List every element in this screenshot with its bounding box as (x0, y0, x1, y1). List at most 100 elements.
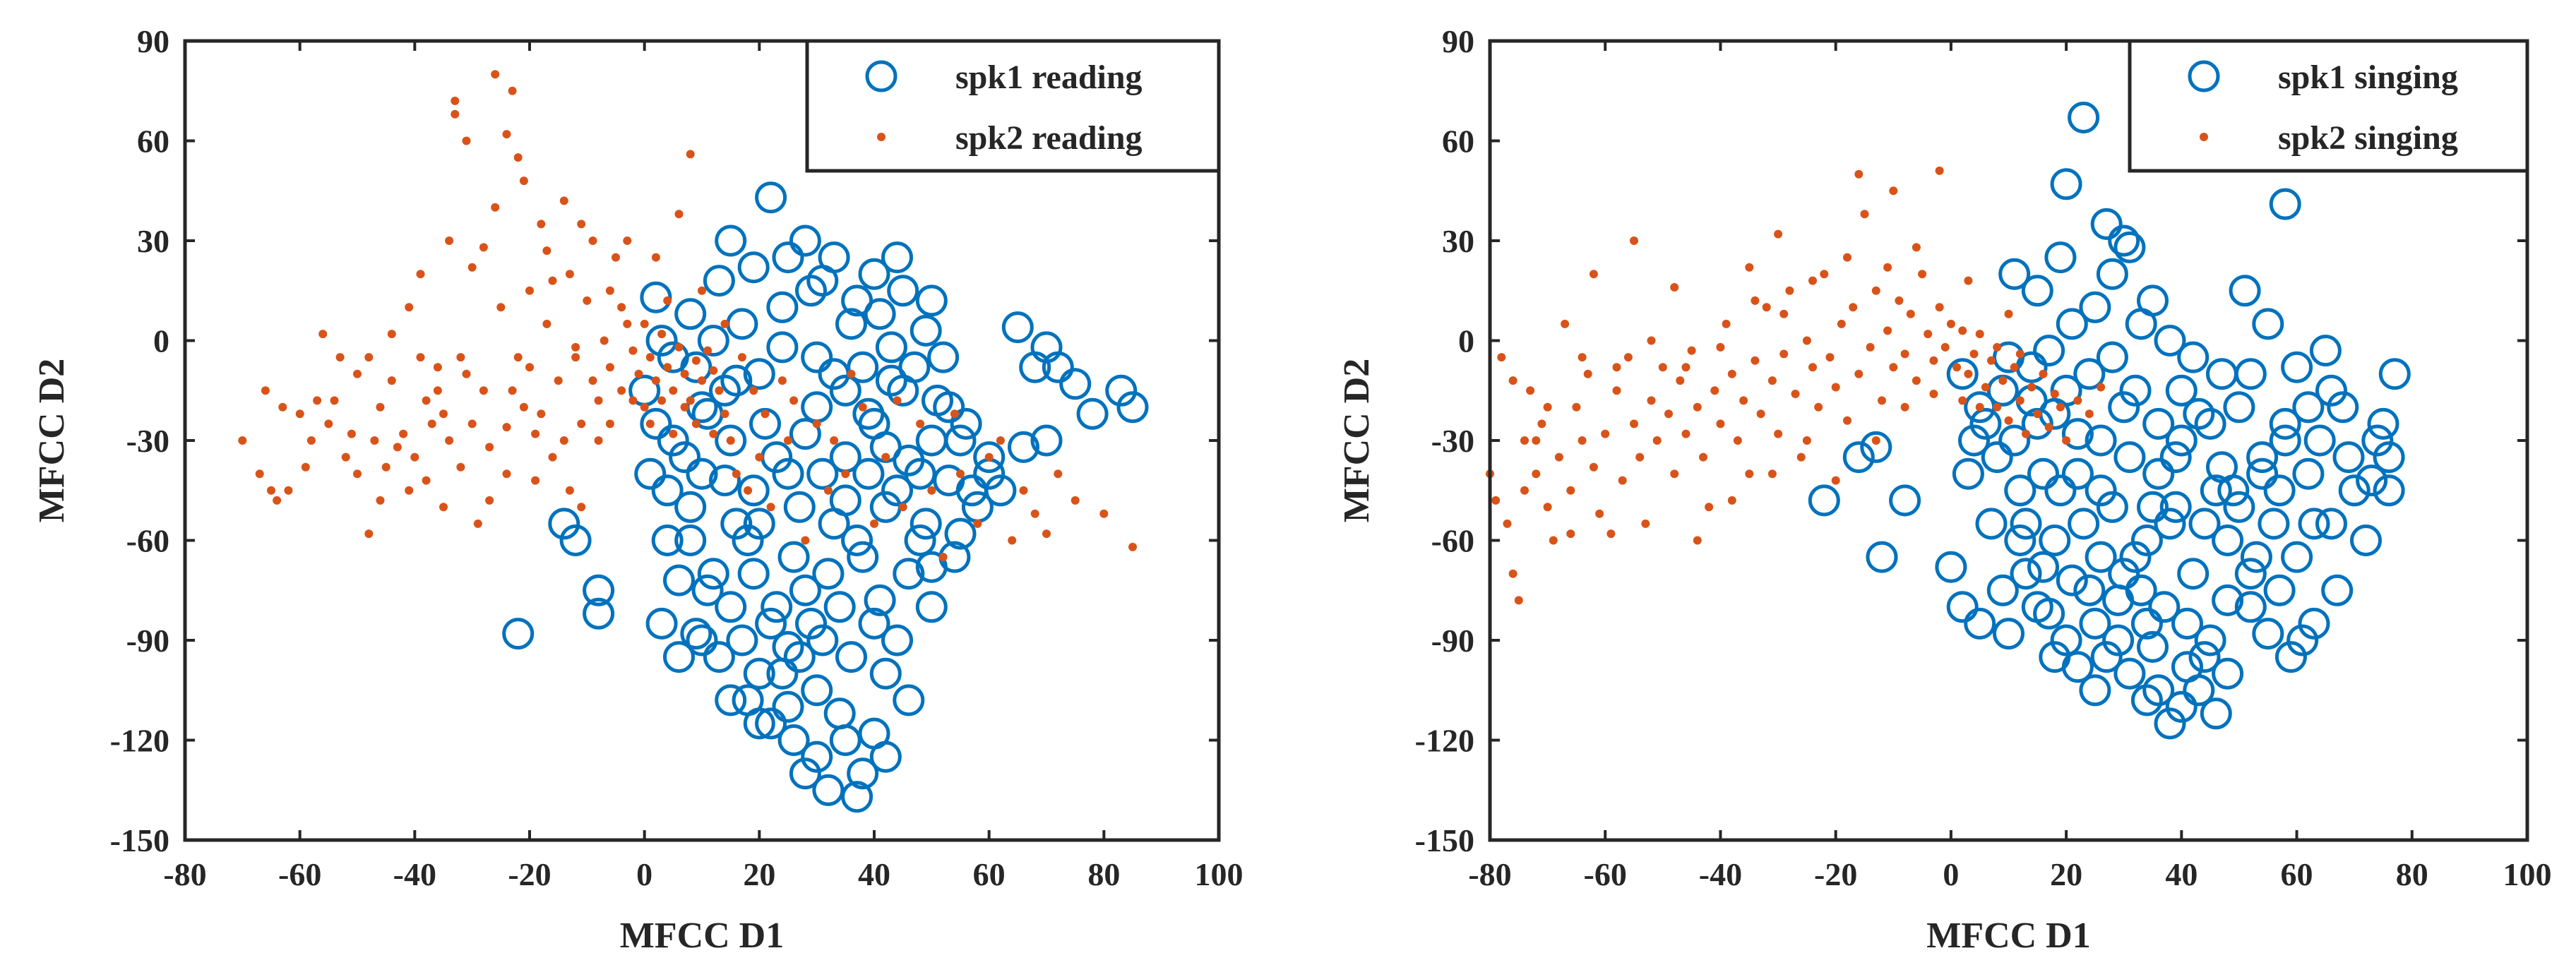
data-point-open-circle (887, 275, 919, 307)
y-tick-label: -150 (1415, 822, 1474, 858)
data-point-open-circle (2298, 607, 2330, 640)
data-point-dot (1843, 253, 1852, 262)
data-point-dot (973, 519, 982, 528)
data-point-open-circle (2269, 188, 2301, 220)
data-point-dot (2004, 309, 2013, 318)
data-point-open-circle (761, 591, 793, 623)
data-point-open-circle (755, 707, 787, 740)
data-point-open-circle (881, 624, 913, 657)
data-point-open-circle (2108, 224, 2140, 257)
data-point-dot (1554, 452, 1563, 462)
data-point-dot (364, 529, 374, 539)
data-point-open-circle (1975, 508, 2008, 540)
data-point-open-circle (1946, 591, 1979, 623)
x-tick-label: 20 (743, 856, 775, 892)
data-point-dot (617, 303, 626, 312)
data-point-dot (1900, 402, 1909, 412)
data-point-open-circle (2154, 707, 2186, 740)
data-point-open-circle (743, 358, 775, 390)
data-point-open-circle (795, 275, 827, 307)
legend-marker-dot (877, 133, 886, 141)
data-point-dot (559, 196, 568, 205)
data-point-dot (445, 436, 454, 445)
data-point-dot (335, 353, 345, 362)
data-point-open-circle (2085, 541, 2117, 573)
data-point-dot (1767, 469, 1777, 479)
data-point-dot (789, 396, 799, 405)
data-point-open-circle (841, 284, 873, 317)
data-point-open-circle (852, 397, 885, 430)
x-tick-label: -60 (278, 856, 321, 892)
data-point-dot (663, 363, 672, 372)
data-point-open-circle (720, 364, 753, 397)
data-point-open-circle (1842, 441, 1875, 474)
data-point-dot (1987, 356, 1996, 365)
data-point-dot (640, 319, 649, 328)
data-point-dot (1670, 469, 1679, 479)
data-point-dot (1779, 349, 1789, 359)
data-point-dot (1722, 319, 1731, 328)
data-point-open-circle (2165, 374, 2198, 407)
y-axis-label: MFCC D2 (1337, 359, 1377, 523)
data-point-open-circle (2212, 525, 2244, 556)
data-point-dot (2044, 423, 2053, 432)
x-axis-label: MFCC D1 (620, 916, 785, 956)
data-point-open-circle (697, 325, 729, 356)
data-point-open-circle (2119, 374, 2152, 407)
data-point-dot (605, 419, 614, 428)
data-point-open-circle (898, 351, 931, 383)
data-point-dot (623, 319, 632, 328)
data-point-dot (674, 342, 684, 352)
data-point-dot (1952, 363, 1962, 372)
data-point-dot (502, 469, 511, 479)
data-point-dot (393, 443, 402, 452)
data-point-open-circle (772, 457, 804, 490)
data-point-dot (255, 469, 264, 479)
data-point-dot (1676, 376, 1685, 385)
data-point-open-circle (766, 291, 799, 323)
data-point-open-circle (893, 444, 925, 476)
data-point-open-circle (2223, 391, 2255, 424)
data-point-open-circle (2315, 508, 2347, 540)
data-point-open-circle (1935, 551, 1967, 583)
data-point-open-circle (2367, 407, 2399, 440)
data-point-dot (847, 369, 856, 378)
data-point-dot (830, 436, 839, 445)
data-point-dot (456, 353, 465, 362)
data-point-dot (2085, 409, 2094, 419)
data-point-dot (703, 346, 712, 355)
data-point-open-circle (1969, 407, 2002, 440)
data-point-dot (439, 503, 448, 512)
data-point-dot (669, 429, 678, 438)
data-point-dot (1745, 469, 1754, 479)
data-point-dot (2027, 383, 2037, 392)
data-point-open-circle (755, 607, 787, 640)
data-point-open-circle (2050, 624, 2082, 657)
data-point-open-circle (2125, 308, 2157, 340)
data-point-dot (663, 296, 672, 305)
data-point-open-circle (691, 574, 724, 606)
data-point-open-circle (680, 351, 712, 383)
data-point-dot (479, 386, 488, 395)
data-point-dot (353, 369, 362, 378)
data-point-open-circle (2079, 607, 2111, 640)
data-point-open-circle (502, 618, 535, 650)
y-tick-label: 60 (137, 124, 169, 160)
data-point-dot (537, 409, 546, 419)
data-point-dot (715, 386, 724, 395)
data-point-open-circle (2056, 564, 2088, 597)
data-point-open-circle (904, 525, 936, 556)
data-point-dot (1883, 263, 1892, 272)
y-tick-label: 60 (1442, 124, 1474, 160)
data-point-dot (456, 462, 465, 472)
data-point-open-circle (1889, 484, 1921, 517)
data-point-dot (1532, 469, 1541, 479)
data-point-dot (755, 452, 764, 462)
data-point-open-circle (772, 630, 804, 663)
data-point-open-circle (674, 491, 707, 523)
data-point-dot (571, 342, 580, 352)
data-point-dot (761, 409, 770, 419)
data-point-open-circle (801, 674, 833, 707)
data-point-dot (1128, 542, 1137, 551)
x-tick-label: -40 (1699, 856, 1742, 892)
